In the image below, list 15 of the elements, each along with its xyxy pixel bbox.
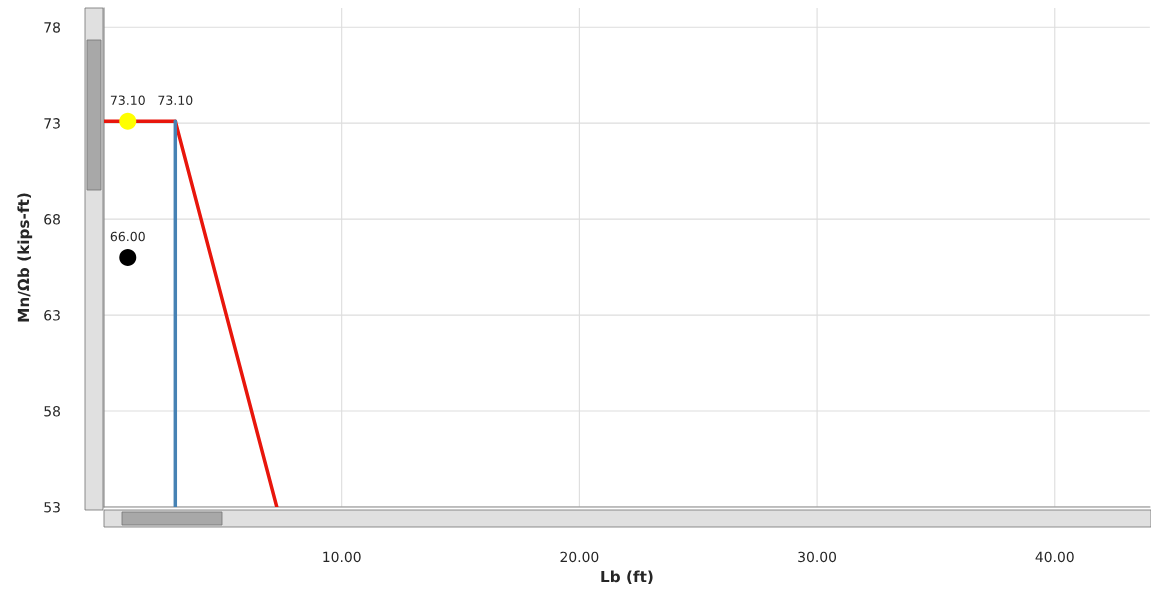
x-axis-title: Lb (ft) (601, 570, 653, 585)
x-tick-label: 10.00 (323, 551, 361, 563)
y-tick-label: 53 (44, 501, 60, 513)
y-tick-label: 63 (44, 310, 60, 321)
y-tick-label: 78 (44, 22, 60, 33)
x-tick-label: 40.00 (1035, 551, 1074, 563)
x-tick-label: 30.00 (798, 551, 837, 563)
y-axis-title: Mn/Ωb (kips-ft) (17, 193, 33, 322)
data-label: 73.10 (158, 95, 193, 105)
y-tick-label: 68 (44, 214, 60, 225)
y-tick-label: 58 (44, 406, 60, 417)
data-label: 66.00 (110, 231, 145, 242)
x-tick-label: 20.00 (560, 551, 599, 563)
y-tick-label: 73 (44, 118, 60, 129)
data-label: 73.10 (110, 95, 145, 105)
